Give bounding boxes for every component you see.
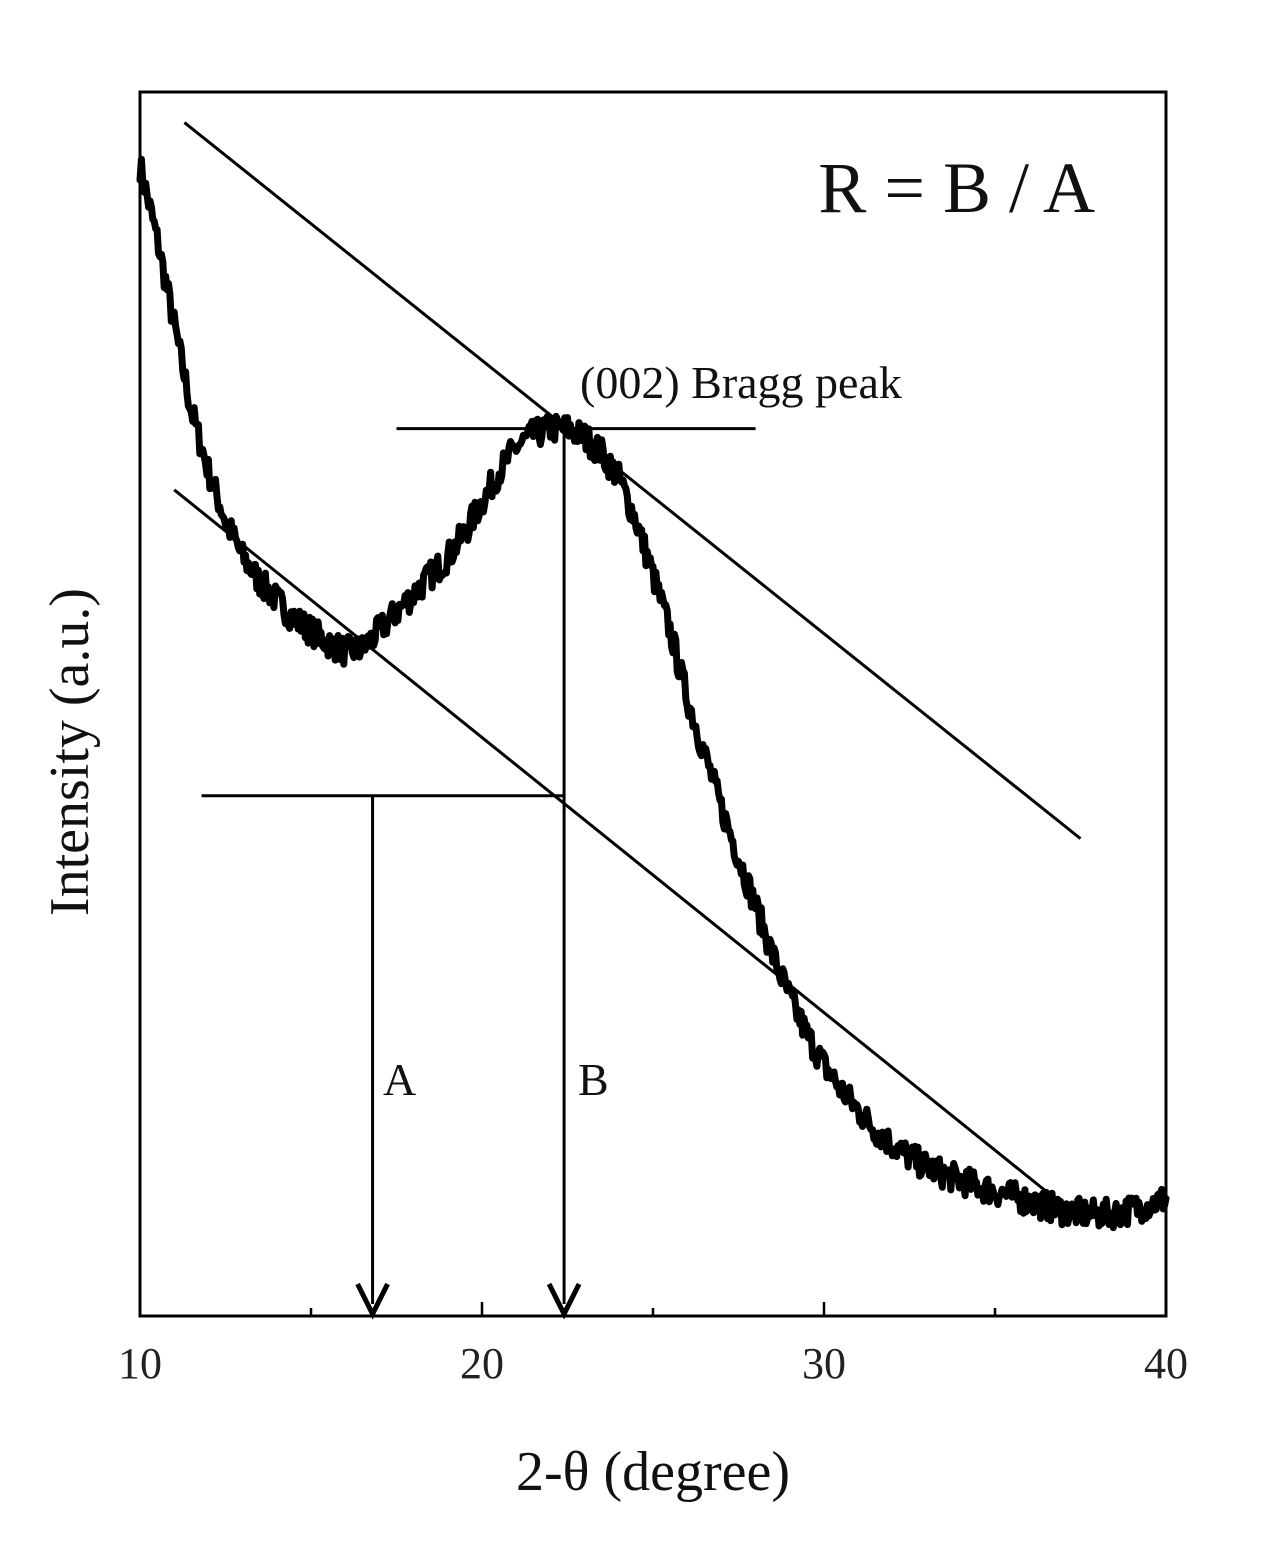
upper-tangent-line bbox=[183, 121, 1082, 840]
x-tick-label: 20 bbox=[460, 1339, 504, 1388]
x-tick-label: 30 bbox=[802, 1339, 846, 1388]
curve-group bbox=[136, 155, 1170, 1232]
bragg-peak-annotation: (002) Bragg peak bbox=[580, 357, 902, 408]
arrow-b-head bbox=[546, 1282, 582, 1320]
y-axis-title: Intensity (a.u.) bbox=[39, 588, 101, 916]
arrow-a-label: A bbox=[383, 1054, 416, 1105]
x-axis-ticks: 10 20 30 40 bbox=[118, 1302, 1188, 1388]
xrd-intensity-curve bbox=[136, 155, 1170, 1232]
guide-lines bbox=[173, 121, 1082, 1320]
arrow-b-label: B bbox=[578, 1054, 609, 1105]
x-axis-title: 2-θ (degree) bbox=[516, 1441, 790, 1503]
plot-frame bbox=[138, 90, 1168, 1318]
lower-tangent-line bbox=[173, 488, 1072, 1212]
x-tick-label: 10 bbox=[118, 1339, 162, 1388]
arrow-a-head bbox=[355, 1282, 390, 1320]
ratio-formula-annotation: R = B / A bbox=[818, 148, 1095, 228]
x-tick-label: 40 bbox=[1144, 1339, 1188, 1388]
